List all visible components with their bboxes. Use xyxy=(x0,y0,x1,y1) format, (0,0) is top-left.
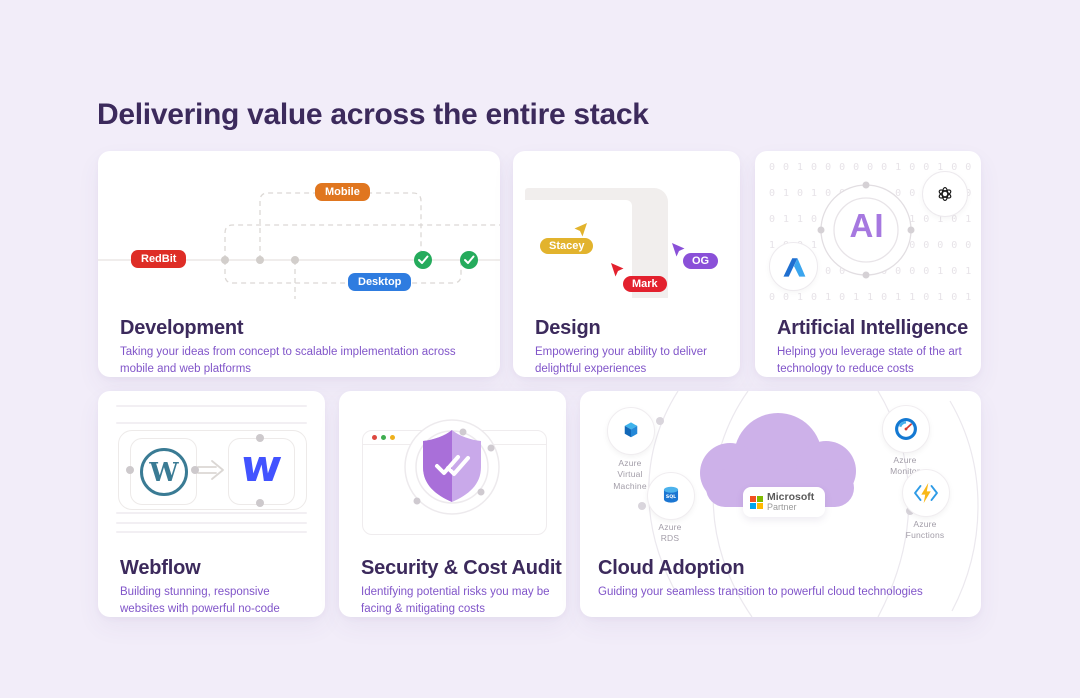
card-description: Helping you leverage state of the art te… xyxy=(777,345,962,376)
desktop-badge: Desktop xyxy=(348,273,412,291)
handle-dot xyxy=(256,434,264,442)
ruled-line xyxy=(116,512,307,514)
orbit-dots xyxy=(817,181,915,279)
microsoft-brand-text: Microsoft xyxy=(767,490,815,503)
commit-dots xyxy=(221,256,299,264)
check-icon xyxy=(414,251,432,269)
card-title: Development xyxy=(120,316,244,339)
branch-middle xyxy=(224,224,500,260)
card-artificial-intelligence: 001000000100100 010100000000000 01101000… xyxy=(755,151,981,377)
azure-monitor-icon xyxy=(882,405,930,453)
card-security-cost-audit: Security & Cost Audit Identifying potent… xyxy=(339,391,566,617)
microsoft-logo-icon xyxy=(750,495,763,509)
redbit-badge: RedBit xyxy=(131,250,187,268)
double-check-icon xyxy=(435,455,470,476)
microsoft-partner-badge: Microsoft Partner xyxy=(743,487,825,517)
card-design: Stacey OG Mark Design Empowering your ab… xyxy=(513,151,740,377)
card-development: RedBit Mobile Desktop Development Taking… xyxy=(98,151,500,377)
card-description: Building stunning, responsive websites w… xyxy=(120,585,280,616)
service-label: Azure Monitor xyxy=(890,455,920,477)
card-cloud-adoption: Microsoft Partner Azure Virtual Machine … xyxy=(580,391,981,617)
card-webflow: W w Webflow Building stunning, responsiv… xyxy=(98,391,325,617)
card-title: Security & Cost Audit xyxy=(361,556,562,579)
handle-dot xyxy=(191,466,199,474)
git-branch-diagram xyxy=(98,192,500,299)
migration-frame xyxy=(118,430,307,510)
traffic-light-green xyxy=(381,435,386,440)
cursor-icon-og xyxy=(672,243,685,257)
card-description: Empowering your ability to deliver delig… xyxy=(535,345,707,376)
azure-logo-icon xyxy=(769,242,818,291)
azure-functions-icon xyxy=(902,469,950,517)
card-title: Cloud Adoption xyxy=(598,556,745,579)
wordpress-letter: W xyxy=(148,458,179,488)
card-title: Design xyxy=(535,316,601,339)
arrow-right-icon xyxy=(197,460,224,480)
card-description: Identifying potential risks you may be f… xyxy=(361,585,550,616)
traffic-light-yellow xyxy=(390,435,395,440)
cursor-icon-mark xyxy=(611,263,624,277)
cursor-badge-og: OG xyxy=(683,253,719,269)
card-description: Taking your ideas from concept to scalab… xyxy=(120,345,456,376)
partner-text: Partner xyxy=(767,501,797,512)
ai-center-label: AI xyxy=(849,207,885,244)
ai-orbit-diagram xyxy=(817,181,915,279)
handle-dot xyxy=(256,499,264,507)
page-title: Delivering value across the entire stack xyxy=(97,98,649,132)
azure-rds-icon: SQL xyxy=(647,472,695,520)
traffic-light-red xyxy=(372,435,377,440)
handle-dot xyxy=(126,466,134,474)
branch-mobile xyxy=(259,192,422,260)
ruled-line xyxy=(116,531,307,533)
cursor-icon-stacey xyxy=(574,223,587,237)
mobile-badge: Mobile xyxy=(315,183,370,201)
sql-text: SQL xyxy=(666,494,676,500)
card-description: Guiding your seamless transition to powe… xyxy=(598,585,923,598)
openai-logo-icon xyxy=(922,171,968,217)
service-label: Azure RDS xyxy=(658,522,682,544)
webflow-logo-icon: w xyxy=(228,438,295,505)
cursor-badge-mark: Mark xyxy=(623,276,667,292)
ruled-line xyxy=(116,405,307,407)
orbit-dots xyxy=(413,428,495,505)
service-label: Azure Virtual Machine xyxy=(613,458,647,491)
cursor-badge-stacey: Stacey xyxy=(540,238,594,254)
card-title: Webflow xyxy=(120,556,201,579)
shield-icon xyxy=(423,430,481,502)
ruled-line xyxy=(116,522,307,524)
branch-desktop xyxy=(224,260,462,284)
wordpress-logo-icon: W xyxy=(130,438,197,505)
shield-diagram xyxy=(404,419,500,515)
webflow-letter: w xyxy=(238,441,285,492)
check-icon xyxy=(460,251,478,269)
card-title: Artificial Intelligence xyxy=(777,316,969,339)
azure-vm-icon xyxy=(607,407,655,455)
service-label: Azure Functions xyxy=(905,519,945,541)
ruled-line xyxy=(116,422,307,424)
